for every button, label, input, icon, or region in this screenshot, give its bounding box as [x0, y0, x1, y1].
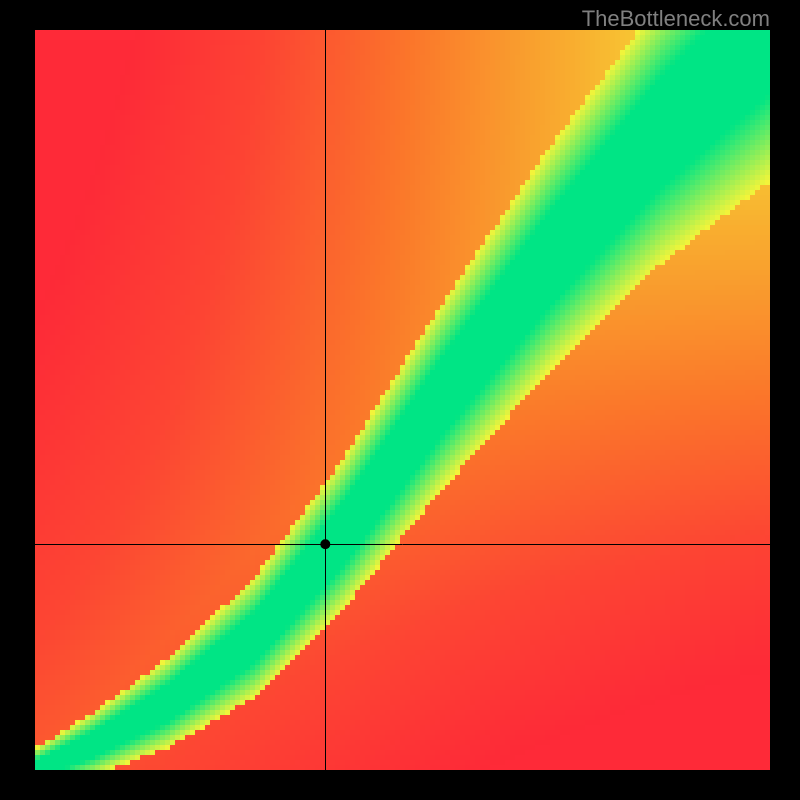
watermark-text: TheBottleneck.com	[582, 6, 770, 32]
bottleneck-heatmap	[0, 0, 800, 800]
